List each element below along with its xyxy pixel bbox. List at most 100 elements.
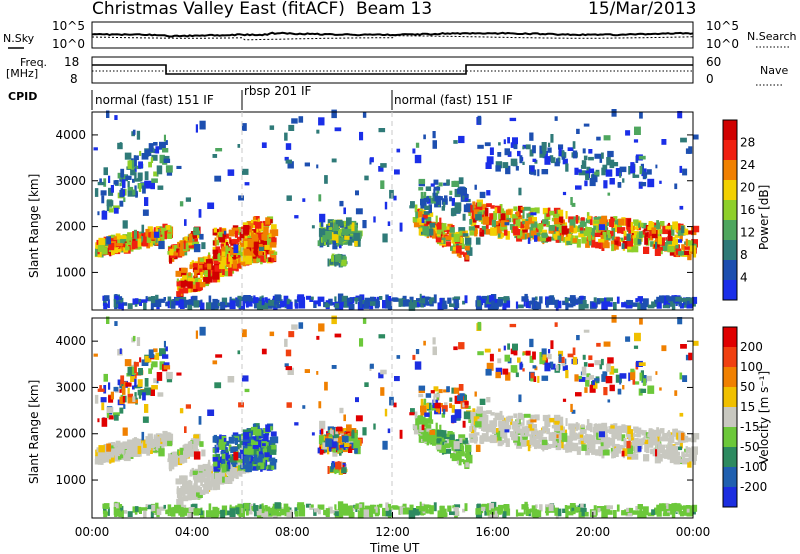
power-cell bbox=[592, 173, 595, 179]
power-cell bbox=[127, 186, 134, 193]
power-cell bbox=[103, 167, 108, 176]
velocity-cell bbox=[509, 323, 517, 328]
velocity-cell bbox=[640, 510, 647, 519]
velocity-cell bbox=[588, 355, 593, 360]
power-cell bbox=[418, 178, 426, 184]
velocity-cell bbox=[667, 443, 673, 449]
power-cell bbox=[239, 232, 243, 241]
velocity-cell bbox=[572, 347, 576, 356]
power-cell bbox=[165, 301, 169, 307]
velocity-cell bbox=[681, 460, 689, 465]
power-cell bbox=[677, 244, 680, 249]
power-cell bbox=[613, 216, 618, 222]
power-cell bbox=[159, 141, 166, 150]
power-cell bbox=[198, 279, 202, 284]
power-heatmap-cells bbox=[93, 109, 700, 311]
power-cell bbox=[614, 220, 619, 225]
velocity-cell bbox=[310, 504, 314, 508]
velocity-cell bbox=[562, 398, 567, 402]
velocity-cell bbox=[449, 397, 453, 402]
velocity-cell bbox=[667, 508, 674, 515]
power-cell bbox=[522, 144, 527, 149]
power-cell bbox=[588, 168, 595, 174]
power-cell bbox=[291, 118, 298, 124]
power-cell bbox=[460, 236, 463, 243]
velocity-cell bbox=[345, 431, 352, 435]
power-cell bbox=[340, 232, 347, 241]
power-cell bbox=[382, 300, 387, 309]
power-cell bbox=[146, 236, 152, 243]
power-cell bbox=[444, 195, 448, 199]
velocity-cell bbox=[237, 503, 243, 511]
power-cell bbox=[603, 230, 611, 235]
power-cell bbox=[447, 297, 452, 304]
power-cell bbox=[305, 295, 311, 300]
power-cell bbox=[548, 225, 555, 231]
velocity-cell bbox=[587, 439, 591, 449]
power-cell bbox=[425, 186, 432, 191]
velocity-cell bbox=[158, 506, 165, 511]
velocity-cell bbox=[189, 471, 193, 477]
power-cell bbox=[152, 299, 160, 306]
velocity-cell bbox=[459, 437, 465, 443]
velocity-cell bbox=[537, 375, 540, 383]
velocity-cell bbox=[94, 394, 99, 404]
power-cell bbox=[115, 247, 118, 254]
power-cell bbox=[619, 172, 622, 178]
velocity-cell bbox=[180, 488, 186, 496]
power-cell bbox=[518, 205, 523, 213]
velocity-cell bbox=[417, 420, 420, 430]
velocity-cell bbox=[246, 509, 249, 516]
velocity-cell bbox=[678, 446, 683, 451]
power-cell bbox=[565, 163, 569, 172]
velocity-cell bbox=[122, 386, 126, 395]
velocity-cell bbox=[113, 414, 119, 421]
velocity-cell bbox=[97, 418, 100, 423]
power-cell bbox=[339, 200, 344, 207]
power-cell bbox=[691, 296, 698, 304]
velocity-cell bbox=[134, 392, 137, 400]
velocity-cell bbox=[434, 402, 441, 409]
power-cell bbox=[583, 230, 590, 237]
velocity-cell bbox=[633, 345, 639, 349]
velocity-cell bbox=[415, 349, 420, 355]
velocity-cell bbox=[396, 355, 401, 359]
power-cell bbox=[213, 256, 221, 265]
velocity-cell bbox=[481, 503, 489, 509]
power-cell bbox=[529, 132, 534, 141]
velocity-cell bbox=[176, 488, 181, 495]
power-cell bbox=[147, 226, 153, 235]
velocity-cell bbox=[227, 376, 235, 383]
power-cell bbox=[436, 222, 443, 230]
velocity-cell bbox=[420, 405, 427, 413]
power-cell bbox=[462, 300, 466, 305]
power-cell bbox=[148, 232, 152, 238]
power-cell bbox=[594, 232, 601, 237]
power-cell bbox=[331, 222, 334, 229]
power-cell bbox=[221, 297, 228, 306]
power-cell bbox=[482, 216, 489, 225]
nsearch-tick-min: 10^0 bbox=[706, 37, 739, 51]
power-cell bbox=[276, 304, 282, 309]
velocity-cell bbox=[625, 336, 631, 342]
power-cell bbox=[608, 233, 611, 239]
power-cell bbox=[329, 222, 333, 228]
velocity-cell bbox=[542, 414, 549, 422]
power-cell bbox=[183, 240, 186, 250]
power-cell bbox=[553, 234, 558, 239]
velocity-cell bbox=[653, 432, 659, 437]
power-cell bbox=[681, 244, 685, 250]
velocity-cell bbox=[150, 511, 154, 518]
power-cell bbox=[596, 136, 601, 141]
velocity-cell bbox=[218, 442, 226, 450]
velocity-cell bbox=[389, 396, 394, 406]
velocity-cell bbox=[544, 362, 551, 372]
power-cell bbox=[198, 262, 206, 268]
power-cell bbox=[671, 303, 676, 311]
power-cell bbox=[232, 260, 238, 269]
velocity-cell bbox=[318, 401, 322, 409]
power-cell bbox=[211, 302, 215, 310]
power-cell bbox=[581, 300, 587, 309]
power-cell bbox=[409, 205, 415, 209]
velocity-cell bbox=[504, 354, 510, 362]
